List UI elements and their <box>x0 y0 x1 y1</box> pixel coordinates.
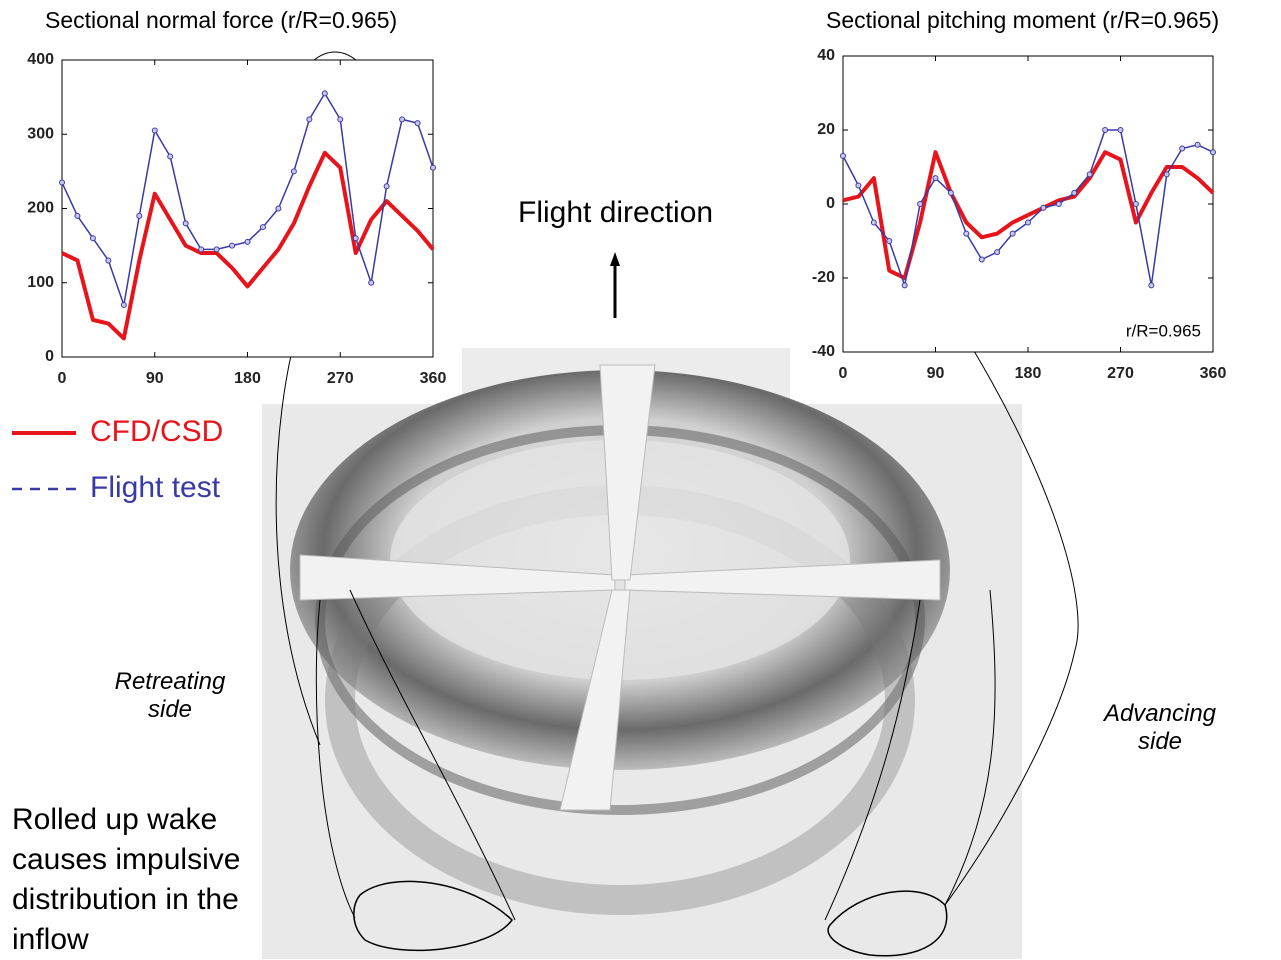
point <box>979 257 984 262</box>
point <box>168 154 173 159</box>
chart: Sectional normal force (r/R=0.965) 0 100 20… <box>27 7 446 387</box>
chart: Sectional pitching moment (r/R=0.965) -40… <box>812 7 1227 382</box>
y-tick-label: 100 <box>27 274 54 291</box>
point <box>106 258 111 263</box>
x-tick-label: 360 <box>1200 365 1227 382</box>
point <box>322 91 327 96</box>
point <box>260 225 265 230</box>
flight-direction: Flight direction <box>518 196 713 230</box>
advancing-label: Advancing side <box>1090 700 1230 756</box>
point <box>291 169 296 174</box>
point <box>338 117 343 122</box>
chart-title: Sectional pitching moment (r/R=0.965) <box>826 7 1219 33</box>
y-tick-label: -20 <box>812 269 835 286</box>
point <box>1026 220 1031 225</box>
point <box>1010 231 1015 236</box>
point <box>887 239 892 244</box>
point <box>307 117 312 122</box>
point <box>183 221 188 226</box>
point <box>276 206 281 211</box>
x-tick-label: 180 <box>1015 365 1042 382</box>
point <box>400 117 405 122</box>
y-tick-label: 0 <box>45 348 54 365</box>
point <box>933 176 938 181</box>
point <box>384 184 389 189</box>
point <box>995 250 1000 255</box>
x-tick-label: 270 <box>1107 365 1134 382</box>
x-tick-label: 0 <box>839 365 848 382</box>
retreating-label: Retreating side <box>100 668 240 724</box>
point <box>199 247 204 252</box>
point <box>1072 190 1077 195</box>
y-tick-label: 300 <box>27 125 54 142</box>
annotation: r/R=0.965 <box>1126 321 1201 340</box>
point <box>1056 202 1061 207</box>
point <box>369 280 374 285</box>
point <box>948 190 953 195</box>
y-tick-label: 400 <box>27 51 54 68</box>
x-tick-label: 180 <box>234 370 261 387</box>
legend-label: Flight test <box>90 471 221 504</box>
x-tick-label: 270 <box>327 370 354 387</box>
x-tick-label: 90 <box>146 370 164 387</box>
plot-frame <box>62 60 433 357</box>
point <box>1149 283 1154 288</box>
point <box>871 220 876 225</box>
point <box>415 121 420 126</box>
point <box>353 236 358 241</box>
point <box>902 283 907 288</box>
point <box>1195 142 1200 147</box>
point <box>431 165 436 170</box>
point <box>1211 150 1216 155</box>
point <box>137 213 142 218</box>
point <box>1164 172 1169 177</box>
point <box>1103 128 1108 133</box>
point <box>1041 205 1046 210</box>
point <box>75 213 80 218</box>
point <box>856 183 861 188</box>
x-tick-label: 0 <box>58 370 67 387</box>
point <box>1087 172 1092 177</box>
point <box>964 231 969 236</box>
point <box>90 236 95 241</box>
x-tick-label: 90 <box>927 365 945 382</box>
point <box>230 243 235 248</box>
slide: {"chart_data": [ {"type": "line", "title… <box>0 0 1281 959</box>
y-tick-label: 200 <box>27 200 54 217</box>
chart-title: Sectional normal force (r/R=0.965) <box>45 7 397 33</box>
point <box>841 153 846 158</box>
plot-frame <box>843 56 1213 352</box>
wake-note: Rolled up wake causes impulsive distribu… <box>12 800 267 960</box>
y-tick-label: 40 <box>817 47 835 64</box>
point <box>918 202 923 207</box>
point <box>214 247 219 252</box>
y-tick-label: -40 <box>812 343 835 360</box>
point <box>1180 146 1185 151</box>
point <box>1118 128 1123 133</box>
point <box>1133 202 1138 207</box>
point <box>121 303 126 308</box>
y-tick-label: 0 <box>826 195 835 212</box>
point <box>152 128 157 133</box>
x-tick-label: 360 <box>420 370 447 387</box>
point <box>245 239 250 244</box>
y-tick-label: 20 <box>817 121 835 138</box>
point <box>60 180 65 185</box>
legend-label: CFD/CSD <box>90 415 223 448</box>
